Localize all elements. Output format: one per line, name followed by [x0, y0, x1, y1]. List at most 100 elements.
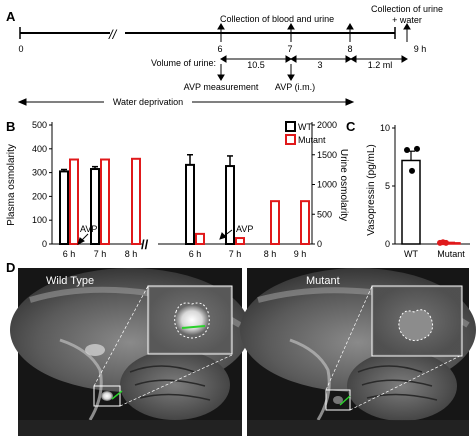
y-tick-label: 200 — [32, 191, 47, 201]
mri-wild-type: Wild Type — [10, 268, 250, 436]
panel-b-x-labels: 6 h 7 h 8 h 6 h 7 h 8 h 9 h — [63, 249, 307, 259]
legend-label-wt: WT — [298, 122, 312, 132]
x-tick-label: WT — [404, 249, 418, 259]
roi-box — [93, 385, 121, 407]
data-point — [414, 145, 420, 152]
interval-arrows — [220, 55, 408, 63]
vasopressin-x-labels: WT Mutant — [404, 249, 465, 259]
plasma-ticks: 0 100 200 300 400 500 — [32, 120, 52, 249]
water-label: + water — [392, 15, 422, 25]
y-tick-label: 400 — [32, 144, 47, 154]
y-tick-label: 2000 — [317, 120, 337, 130]
zoom-connector — [325, 285, 373, 391]
urine-ticks: 0 500 1000 1500 2000 — [312, 120, 337, 249]
mutant-label: Mutant — [306, 275, 340, 287]
hour-label: 6 — [217, 44, 222, 54]
data-point — [443, 239, 449, 246]
x-tick-label: 8 h — [125, 249, 138, 259]
x-tick-label: 8 h — [264, 249, 277, 259]
vasopressin-bars — [401, 145, 461, 246]
wild-type-label: Wild Type — [46, 275, 94, 287]
up-arrows — [217, 23, 411, 42]
volume-value: 3 — [317, 60, 322, 70]
panel-d: D Wild Type — [6, 260, 476, 436]
cerebellar-folia — [129, 365, 211, 401]
data-point — [409, 167, 415, 174]
hour-label: 9 h — [414, 44, 427, 54]
avp-arrows — [77, 229, 233, 245]
mutant-bar — [69, 158, 79, 245]
mri-lower-band — [247, 420, 469, 436]
x-tick-label: 9 h — [294, 249, 307, 259]
avp-annotation: AVP — [80, 224, 97, 234]
zoom-connector — [119, 354, 233, 407]
legend: WT Mutant — [285, 121, 326, 145]
panel-c-letter: C — [346, 119, 356, 134]
y-tick-label: 0 — [42, 239, 47, 249]
vasopressin-axis-label: Vasopressin (pg/mL) — [366, 144, 377, 236]
panel-a: A // 0 6 7 8 9 h Collection of blood and… — [6, 4, 443, 107]
zoom-connector — [93, 285, 149, 387]
y-tick-label: 1000 — [317, 180, 337, 190]
avp-measurement-label: AVP measurement — [184, 82, 259, 92]
mutant-bar — [235, 237, 245, 246]
axis-break-symbol: // — [141, 237, 149, 252]
brainstem-edge — [59, 338, 103, 421]
scale-line — [339, 395, 351, 406]
y-tick-label: 0 — [317, 239, 322, 249]
volume-of-urine-label: Volume of urine: — [151, 58, 216, 68]
posterior-pituitary-bright-spot — [101, 391, 113, 401]
panel-b-letter: B — [6, 119, 15, 134]
volume-value: 1.2 ml — [368, 60, 393, 70]
zoom-connector — [349, 354, 463, 411]
y-tick-label: 10 — [380, 123, 390, 133]
collection-urine-label: Collection of urine — [371, 4, 443, 14]
y-tick-label: 500 — [32, 120, 47, 130]
panel-a-letter: A — [6, 9, 16, 24]
data-point — [404, 147, 410, 154]
mri-mutant: Mutant — [240, 268, 476, 436]
wt-bar — [225, 165, 235, 245]
cerebellar-folia — [357, 365, 438, 401]
cerebellum — [347, 351, 457, 421]
optic-region — [85, 344, 105, 356]
roi-box — [325, 389, 351, 411]
mri-lower-band — [18, 420, 242, 436]
x-tick-label: 7 h — [94, 249, 107, 259]
inset-outline — [174, 302, 210, 339]
x-tick-label: 7 h — [229, 249, 242, 259]
mutant-bar — [300, 200, 310, 246]
inset-scale-line — [181, 325, 206, 329]
plasma-osmolarity-axis-label: Plasma osmolarity — [6, 144, 17, 226]
avp-annotation: AVP — [236, 224, 253, 234]
x-tick-label: 6 h — [189, 249, 202, 259]
mutant-bar — [270, 200, 280, 246]
axis-break-symbol: // — [108, 27, 118, 42]
mutant-bar — [100, 158, 110, 245]
hour-label: 7 — [287, 44, 292, 54]
y-tick-label: 0 — [385, 239, 390, 249]
brainstem-edge — [289, 338, 331, 421]
water-deprivation-label: Water deprivation — [113, 97, 183, 107]
plasma-bars — [59, 157, 141, 246]
urine-bars — [185, 154, 310, 246]
legend-swatch-wt — [285, 121, 296, 132]
mutant-bar — [131, 157, 141, 246]
wt-bar — [185, 163, 195, 246]
x-tick-label: Mutant — [437, 249, 465, 259]
y-tick-label: 1500 — [317, 150, 337, 160]
legend-swatch-mutant — [285, 134, 296, 145]
y-tick-label: 300 — [32, 168, 47, 178]
inset-outline — [398, 309, 434, 342]
panel-b: B Plasma osmolarity Urine osmolarity // … — [6, 119, 349, 259]
urine-osmolarity-axis-label: Urine osmolarity — [338, 149, 349, 221]
panel-c: C Vasopressin (pg/mL) 0 5 10 WT Mutant — [346, 119, 470, 259]
legend-label-mutant: Mutant — [298, 135, 326, 145]
vasopressin-ticks: 0 5 10 — [380, 123, 395, 249]
y-tick-label: 5 — [385, 181, 390, 191]
panel-d-letter: D — [6, 260, 15, 275]
wt-bar — [59, 170, 69, 245]
inset-bright-spot — [175, 305, 209, 335]
collection-blood-urine-label: Collection of blood and urine — [220, 14, 334, 24]
